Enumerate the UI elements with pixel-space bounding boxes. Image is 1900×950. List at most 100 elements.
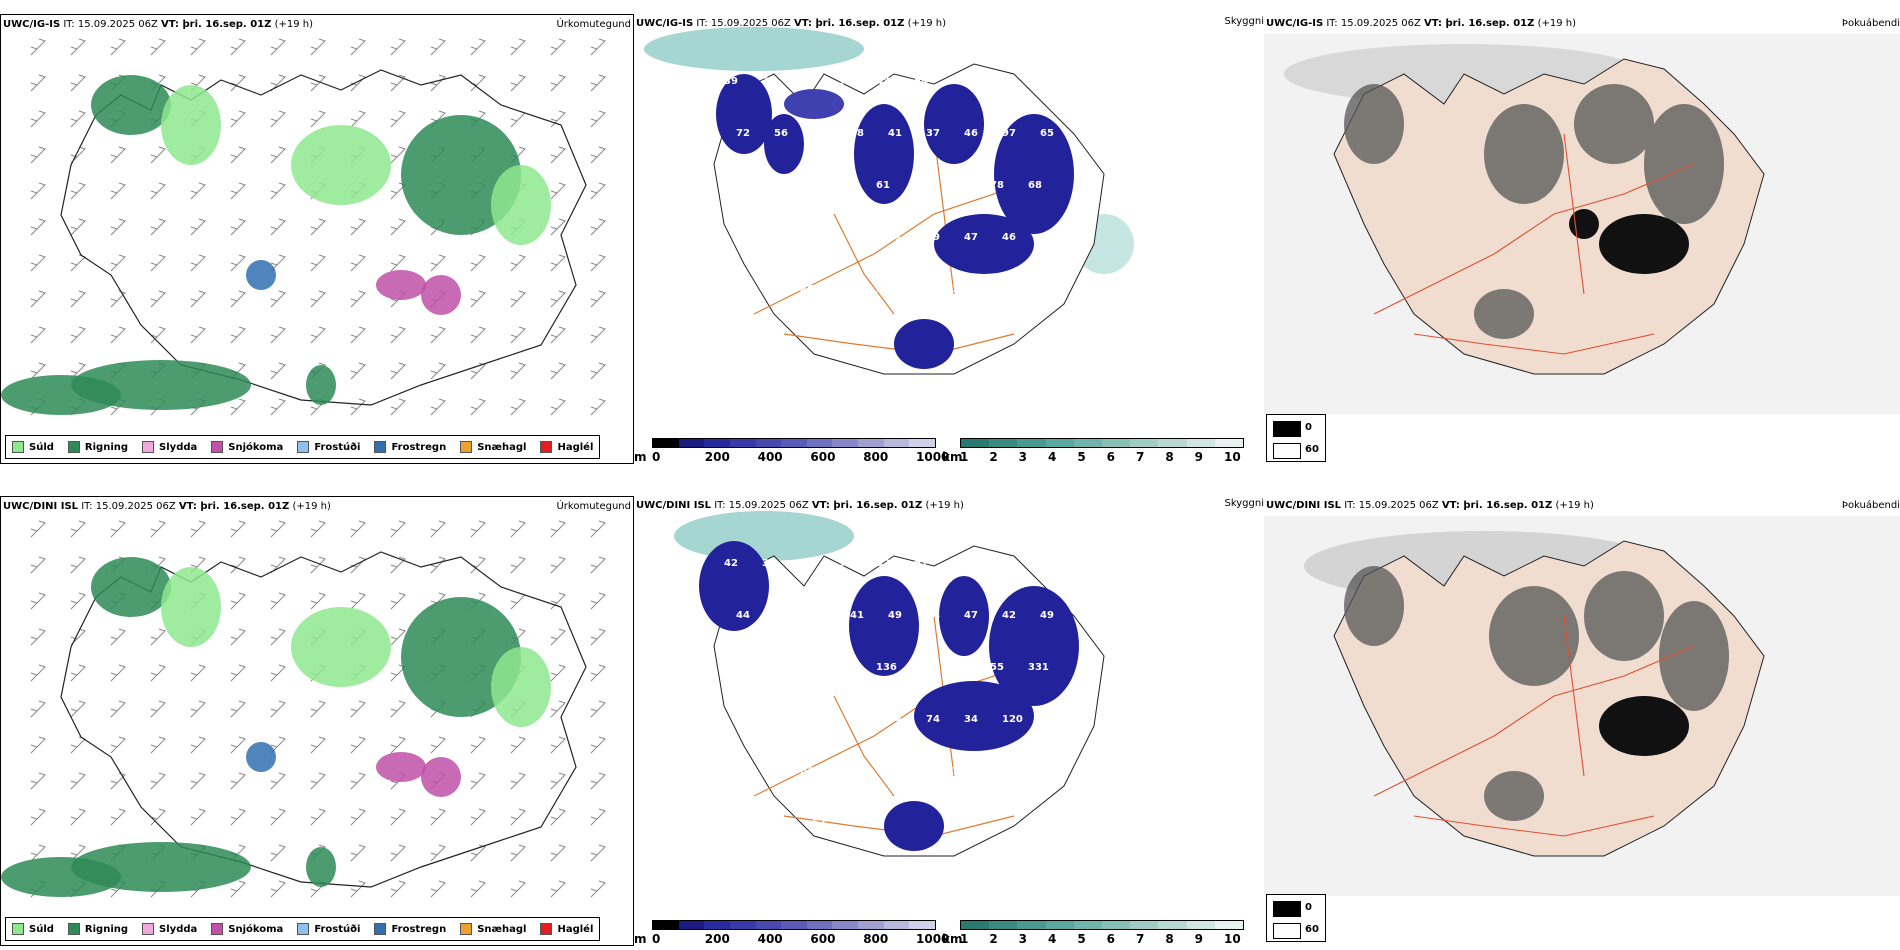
colorbar-cell (1045, 921, 1074, 929)
legend-label: Snæhagl (477, 441, 527, 453)
legend-label: Súld (29, 923, 54, 935)
wind-barb (230, 700, 246, 718)
wind-barb (430, 844, 446, 862)
wind-barb (310, 218, 326, 236)
wind-barb (270, 880, 286, 898)
wind-barb (350, 398, 366, 416)
precip-panel-bottom: UWC/DINI ISL IT: 15.09.2025 06Z VT: þri.… (0, 496, 634, 946)
wind-barb (70, 844, 86, 862)
colorbar-tick: 6 (1106, 450, 1116, 464)
legend-item-4: Frostúði (297, 923, 360, 935)
colorbar-tick: 10 (1224, 932, 1241, 946)
wind-barb (190, 254, 206, 272)
wind-barb (590, 38, 606, 56)
cloud-panel-top: 39 29 39 38 43 54 42 34 60 72 56 66 48 41 37 46 97 65 49 64… (634, 14, 1264, 464)
ceiling-value-label: 52 (736, 818, 750, 829)
wind-barb (70, 808, 86, 826)
wind-barb (390, 146, 406, 164)
wind-barb (30, 628, 46, 646)
colorbar-cell (883, 921, 910, 929)
wind-barb (390, 844, 406, 862)
fog-legend-label: 60 (1305, 444, 1319, 455)
ceiling-value-label: 64 (888, 714, 902, 725)
ceiling-value-label: 75 (1028, 284, 1042, 295)
legend-swatch (374, 923, 387, 935)
ceiling-value-label: 58 (774, 714, 788, 725)
ceiling-value-label: 38 (838, 284, 852, 295)
fog-legend-label: 60 (1305, 924, 1319, 935)
colorbar-cell (1158, 921, 1187, 929)
wind-barb (350, 880, 366, 898)
wind-barb (350, 290, 366, 308)
ceiling-value-label: 97 (1002, 128, 1016, 139)
wind-barb (270, 74, 286, 92)
header-bottom-fog: UWC/DINI ISL IT: 15.09.2025 06Z VT: þri.… (1266, 500, 1594, 511)
visibility-colorbar-bottom: km 1 2 3 4 5 6 7 8 9 10 (942, 920, 1244, 946)
wind-barb (510, 110, 526, 128)
wind-barb (310, 700, 326, 718)
wind-barb (30, 290, 46, 308)
colorbar-tick: 5 (1077, 450, 1086, 464)
wind-barb (30, 146, 46, 164)
wind-barb (110, 520, 126, 538)
wind-barb (350, 326, 366, 344)
ceiling-value-label: 56 (774, 128, 788, 139)
ceiling-value-label: 42 (1002, 610, 1016, 621)
wind-barb (350, 592, 366, 610)
wind-barb (350, 254, 366, 272)
wind-barb (310, 38, 326, 56)
wind-barb (150, 146, 166, 164)
header-bottom-precip: UWC/DINI ISL IT: 15.09.2025 06Z VT: þri.… (3, 501, 331, 512)
ceiling-value-label: 165 (724, 662, 745, 673)
wind-barb (350, 736, 366, 754)
colorbar-cell (1102, 439, 1131, 447)
colorbar-tick: 0 (652, 450, 661, 464)
ceiling-value-label: 74 (926, 714, 940, 725)
legend-label: Snjókoma (228, 923, 284, 935)
legend-label: Súld (29, 441, 54, 453)
legend-swatch (540, 441, 553, 453)
wind-barb (590, 844, 606, 862)
wind-barb (430, 362, 446, 380)
wind-barb (550, 146, 566, 164)
header-top-cloud: UWC/IG-IS IT: 15.09.2025 06Z VT: þri. 16… (636, 18, 946, 29)
legend-item-7: Haglél (540, 923, 593, 935)
ceiling-value-label: 39 (724, 76, 738, 87)
wind-barb (230, 556, 246, 574)
wind-barb (550, 326, 566, 344)
wind-barb (590, 218, 606, 236)
colorbar-tick: 2 (989, 450, 998, 464)
precip-patch (161, 85, 221, 165)
wind-barb (550, 110, 566, 128)
precip-legend-bottom: Súld Rigning Slydda Snjókoma Frostúði Frostre… (5, 917, 601, 941)
legend-label: Snæhagl (477, 923, 527, 935)
legend-item-2: Slydda (142, 441, 197, 453)
legend-swatch (211, 441, 224, 453)
legend-item-5: Frostregn (374, 923, 446, 935)
ceiling-value-label: 44 (724, 766, 738, 777)
colorbar-tick: 6 (1106, 932, 1116, 946)
wind-barb (110, 736, 126, 754)
precip-legend-top: Súld Rigning Slydda Snjókoma Frostúði Frostre… (5, 435, 601, 459)
ceiling-value-label: 41 (850, 610, 864, 621)
wind-barb (230, 808, 246, 826)
fog-map-bottom (1264, 516, 1900, 896)
legend-item-1: Rigning (67, 923, 128, 935)
colorbar-tick: 4 (1048, 932, 1057, 946)
wind-barb (310, 290, 326, 308)
wind-barb (470, 556, 486, 574)
panel-title-cloud-bottom: Skyggni (1224, 498, 1264, 509)
wind-barb (470, 326, 486, 344)
colorbar-strip (960, 920, 1244, 930)
wind-barb (350, 700, 366, 718)
colorbar-tick: 9 (1194, 932, 1204, 946)
wind-barb (590, 182, 606, 200)
colorbar-cell (755, 439, 782, 447)
precip-patch (376, 752, 426, 782)
colorbar-cell (729, 439, 756, 447)
precip-patch (491, 165, 551, 245)
wind-barb (390, 218, 406, 236)
wind-barb (70, 254, 86, 272)
legend-swatch (142, 441, 155, 453)
fog-legend-swatch (1273, 421, 1301, 437)
